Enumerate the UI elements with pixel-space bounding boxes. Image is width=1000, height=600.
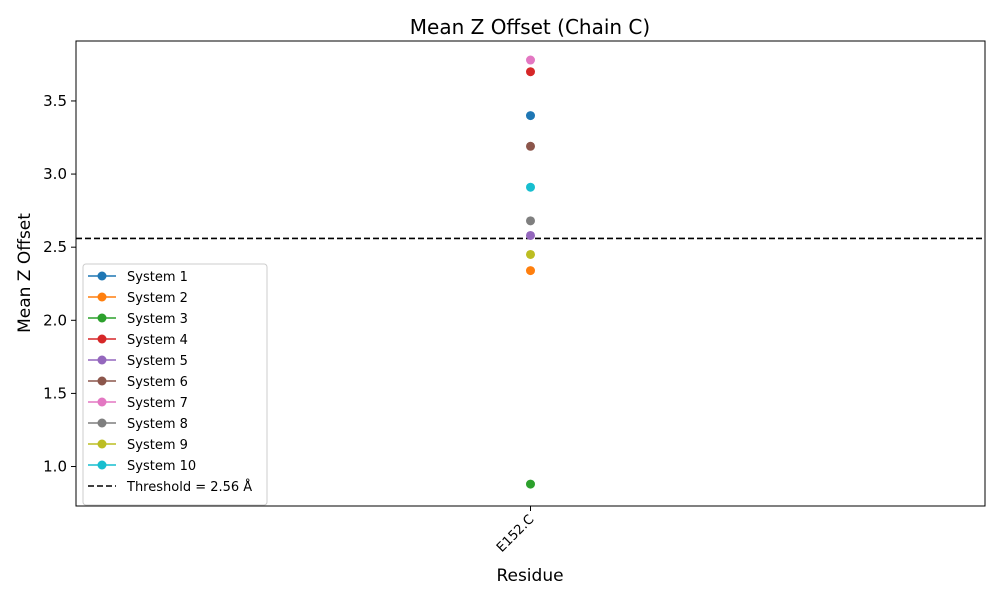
data-point-system-7	[526, 55, 535, 65]
legend-marker	[97, 334, 107, 344]
legend-label: System 6	[127, 375, 188, 390]
legend-label: System 4	[127, 333, 188, 348]
legend-marker	[97, 313, 107, 323]
legend-marker	[97, 439, 107, 449]
legend-marker	[97, 460, 107, 470]
chart-title: Mean Z Offset (Chain C)	[410, 15, 650, 39]
legend-label: System 3	[127, 312, 188, 327]
y-tick-label: 3.0	[43, 165, 67, 183]
data-point-system-4	[526, 67, 535, 77]
data-point-system-8	[526, 216, 535, 226]
y-tick-label: 2.0	[43, 311, 67, 329]
y-tick-label: 3.5	[43, 92, 67, 110]
y-axis-label: Mean Z Offset	[15, 213, 35, 333]
data-point-system-6	[526, 141, 535, 151]
x-axis-label: Residue	[496, 566, 563, 586]
y-tick-label: 1.5	[43, 384, 67, 402]
y-axis-ticks: 1.0 1.5 2.0 2.5 3.0 3.5	[43, 92, 76, 476]
legend-label: System 7	[127, 396, 188, 411]
legend-frame	[82, 263, 268, 506]
data-point-system-3	[526, 479, 535, 489]
legend-marker	[97, 418, 107, 428]
legend-marker	[97, 397, 107, 407]
legend-label: System 10	[127, 459, 196, 474]
data-point-system-5	[526, 230, 535, 240]
data-point-system-1	[526, 111, 535, 121]
data-points	[526, 55, 535, 489]
legend: System 1 System 2 System 3 System 4 System 5…	[82, 263, 268, 506]
legend-marker	[97, 271, 107, 281]
legend-label: System 2	[127, 291, 188, 306]
legend-label: System 5	[127, 354, 188, 369]
legend-marker	[97, 355, 107, 365]
x-tick-label: E152.C	[494, 512, 537, 555]
legend-marker	[97, 292, 107, 302]
x-axis-ticks: E152.C	[494, 506, 537, 556]
y-tick-label: 2.5	[43, 238, 67, 256]
legend-label: System 9	[127, 438, 188, 453]
legend-label: System 1	[127, 270, 188, 285]
legend-threshold-label: Threshold = 2.56 Å	[126, 479, 252, 495]
y-tick-label: 1.0	[43, 458, 67, 476]
legend-label: System 8	[127, 417, 188, 432]
data-point-system-2	[526, 266, 535, 276]
data-point-system-9	[526, 249, 535, 259]
legend-marker	[97, 376, 107, 386]
data-point-system-10	[526, 182, 535, 192]
